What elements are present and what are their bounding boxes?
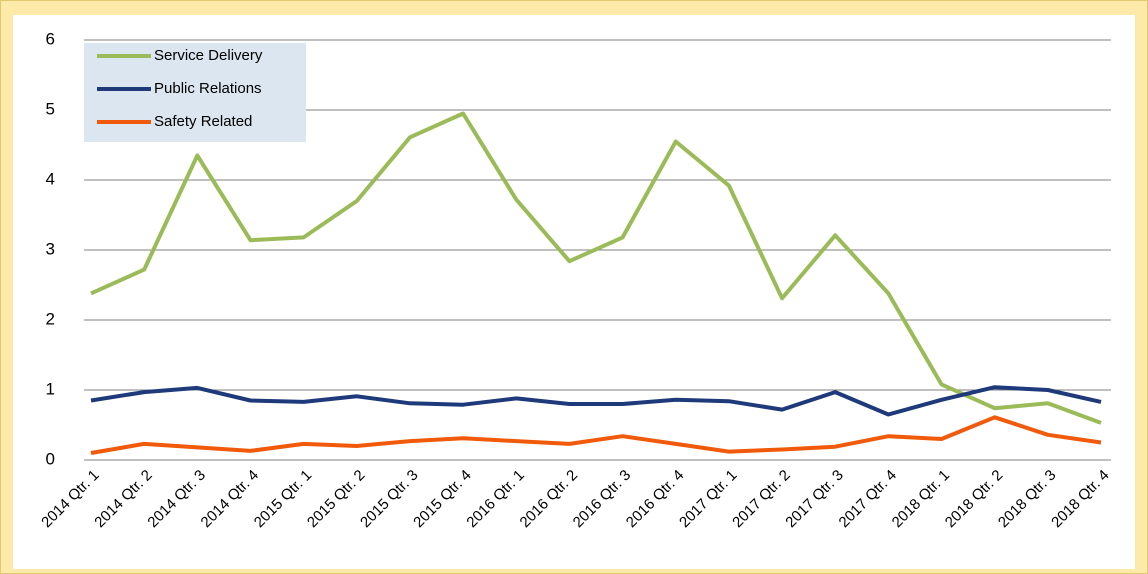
- y-tick-label: 0: [46, 449, 55, 468]
- y-tick-label: 2: [46, 309, 55, 328]
- y-tick-label: 5: [46, 99, 55, 118]
- y-tick-label: 6: [46, 29, 55, 48]
- y-tick-label: 3: [46, 239, 55, 258]
- legend-label: Safety Related: [154, 113, 252, 130]
- legend-box: [84, 43, 306, 142]
- legend-label: Public Relations: [154, 80, 262, 97]
- legend-label: Service Delivery: [154, 47, 263, 64]
- y-tick-label: 1: [46, 379, 55, 398]
- legend: Service Delivery Public Relations Safety R…: [84, 43, 306, 142]
- series-line: [90, 111, 1102, 425]
- x-tick-label: 2018 Qtr. 4: [1048, 467, 1113, 532]
- y-tick-label: 4: [46, 169, 55, 188]
- series-line: [90, 385, 1102, 417]
- series-line: [90, 415, 1102, 455]
